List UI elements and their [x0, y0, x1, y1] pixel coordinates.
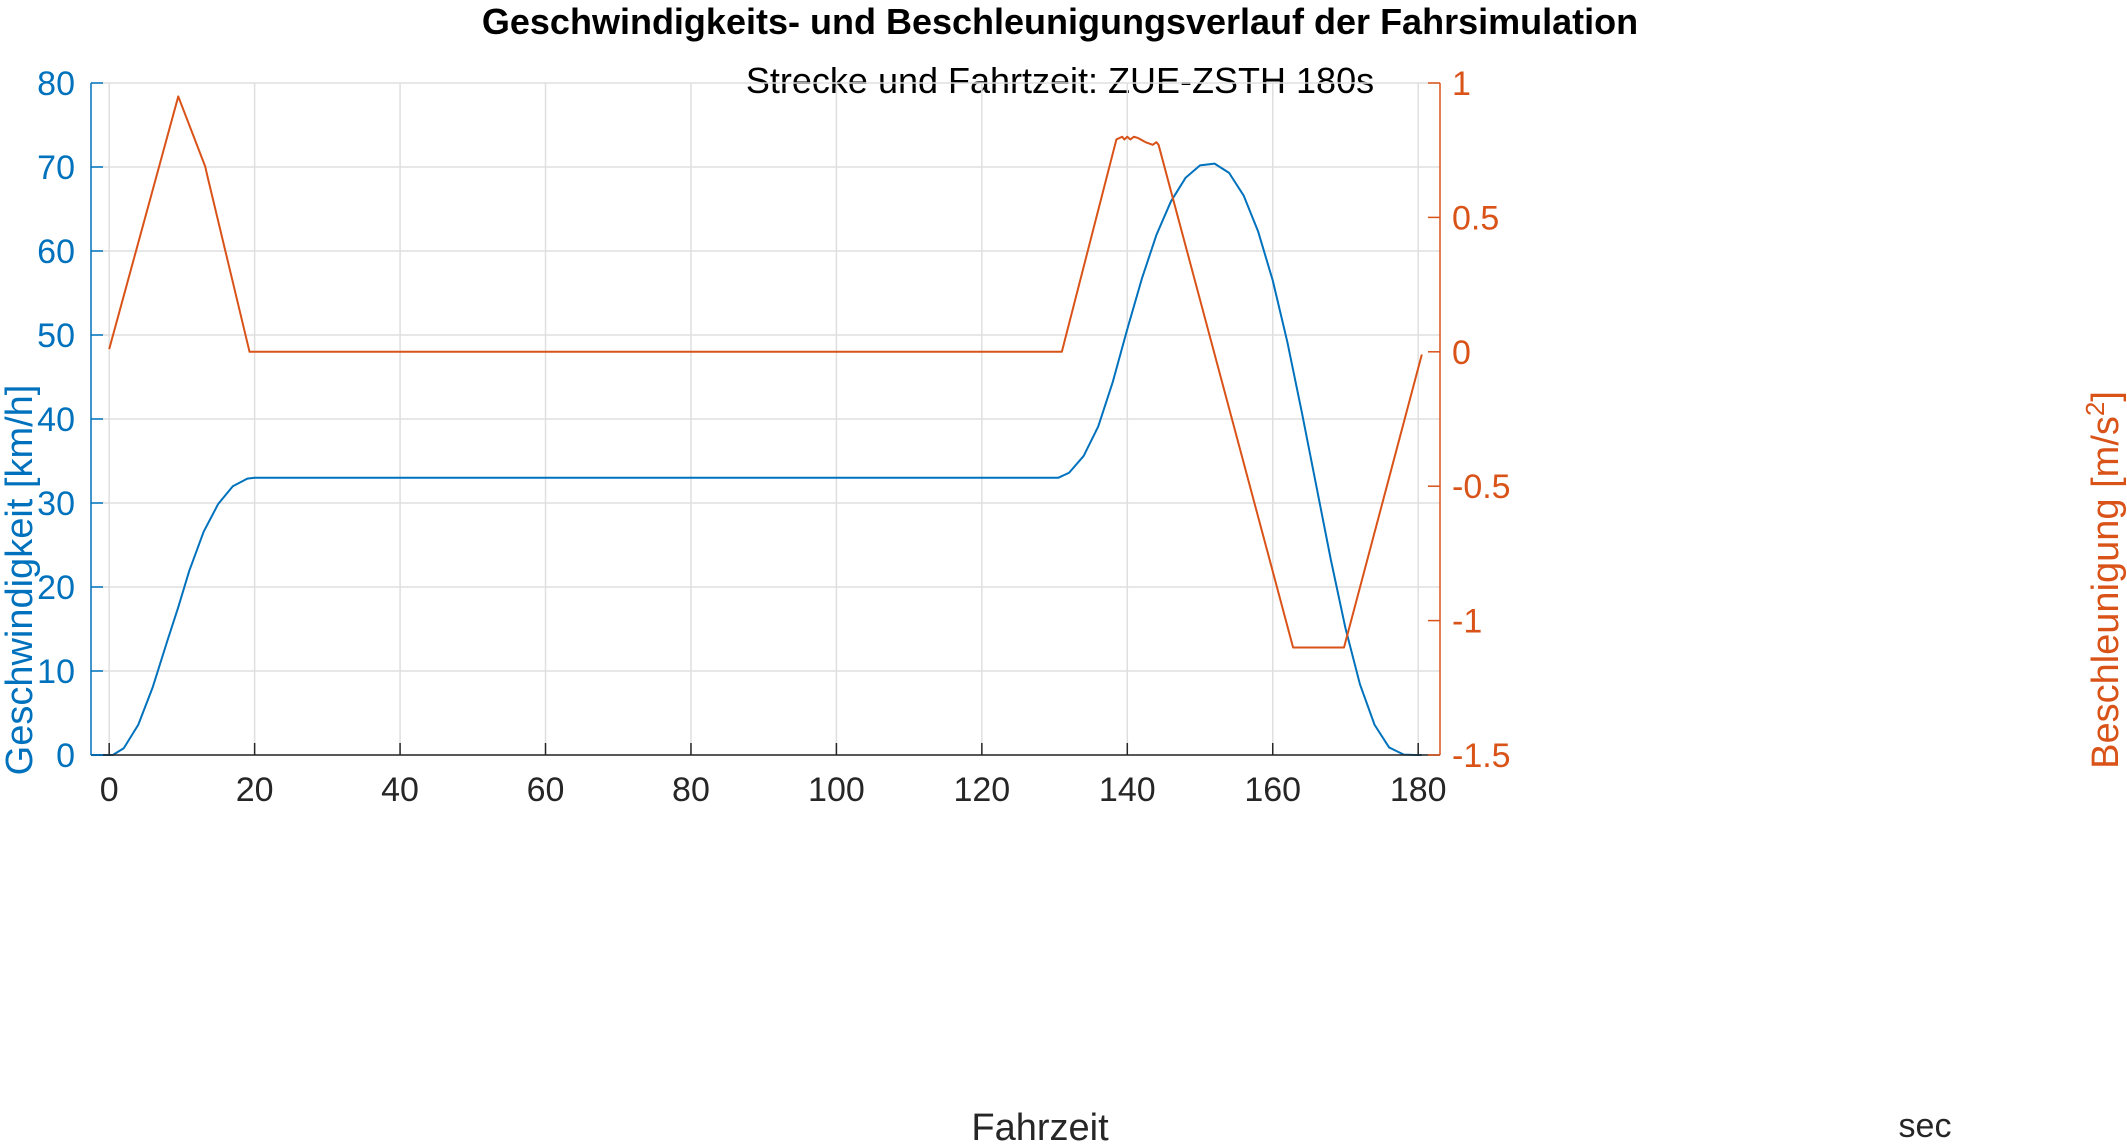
y-axis-right-label-tail: ]: [2085, 391, 2127, 402]
x-tick-label: 140: [1099, 771, 1156, 809]
y-right-tick-label: -1.5: [1452, 737, 1511, 775]
y-left-tick-label: 40: [37, 401, 75, 439]
y-left-tick-label: 20: [37, 569, 75, 607]
x-axis-label: Fahrzeit: [971, 1107, 1109, 1146]
y-axis-left-label: Geschwindigkeit [km/h]: [0, 385, 41, 776]
x-tick-label: 60: [527, 771, 565, 809]
y-axis-right-label: Beschleunigung [m/s2]: [2080, 391, 2127, 769]
y-left-tick-label: 80: [37, 65, 75, 103]
x-tick-label: 0: [100, 771, 119, 809]
chart-subtitle: Strecke und Fahrtzeit: ZUE-ZSTH 180s: [746, 60, 1374, 101]
y-left-tick-label: 10: [37, 653, 75, 691]
y-right-tick-label: 0.5: [1452, 199, 1499, 237]
y-right-tick-label: -1: [1452, 603, 1482, 641]
y-left-tick-label: 30: [37, 485, 75, 523]
grid-lines: [91, 82, 1440, 756]
x-tick-label: 80: [672, 771, 710, 809]
y-right-tick-label: 0: [1452, 334, 1471, 372]
y-right-tick-label: -0.5: [1452, 468, 1511, 506]
y-axis-right-label-superscript: 2: [2080, 402, 2110, 416]
tick-labels: 0 20 40 60 80 100 120 140 160 1800102030405060708…: [37, 65, 1510, 809]
series-lines: [91, 95, 1423, 756]
x-tick-label: 20: [236, 771, 274, 809]
x-tick-label: 180: [1390, 771, 1447, 809]
x-axis-unit: sec: [1899, 1107, 1952, 1145]
axes: [90, 82, 1441, 756]
y-left-tick-label: 50: [37, 317, 75, 355]
series-line-geschwindigkeit: [91, 162, 1422, 756]
x-tick-label: 100: [808, 771, 865, 809]
y-axis-right-label-main: Beschleunigung [m/s: [2085, 416, 2127, 769]
y-left-tick-label: 0: [56, 737, 75, 775]
y-right-tick-label: 1: [1452, 65, 1471, 103]
x-tick-label: 40: [381, 771, 419, 809]
x-tick-label: 160: [1244, 771, 1301, 809]
series-line-beschleunigung: [108, 95, 1423, 649]
chart-title: Geschwindigkeits- und Beschleunigungsver…: [482, 1, 1638, 42]
x-tick-label: 120: [953, 771, 1010, 809]
y-left-tick-label: 70: [37, 149, 75, 187]
y-left-tick-label: 60: [37, 233, 75, 271]
